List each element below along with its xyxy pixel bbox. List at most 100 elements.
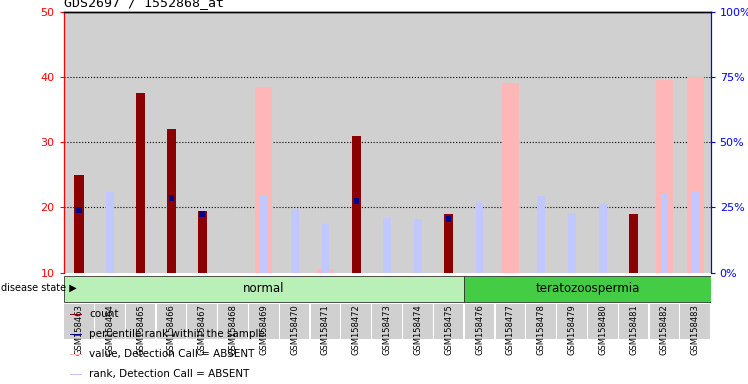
Text: GSM158467: GSM158467	[197, 304, 206, 355]
Text: value, Detection Call = ABSENT: value, Detection Call = ABSENT	[90, 349, 255, 359]
Bar	[70, 374, 82, 375]
Bar	[502, 83, 519, 273]
Bar	[125, 12, 156, 273]
Text: GSM158472: GSM158472	[352, 304, 361, 355]
Bar	[629, 214, 638, 273]
Bar	[64, 12, 94, 273]
Bar	[414, 219, 422, 273]
Bar	[167, 129, 176, 273]
Bar	[465, 304, 494, 339]
Bar	[200, 210, 205, 217]
Text: GSM158473: GSM158473	[382, 304, 392, 355]
Bar	[618, 12, 649, 273]
Bar	[588, 304, 618, 339]
Text: GSM158475: GSM158475	[444, 304, 453, 355]
Bar	[126, 304, 156, 339]
Bar	[587, 12, 618, 273]
Bar	[557, 304, 586, 339]
Bar	[495, 12, 526, 273]
Bar	[94, 12, 125, 273]
Text: GSM158476: GSM158476	[475, 304, 484, 355]
Bar	[619, 304, 649, 339]
Bar	[70, 334, 82, 335]
Bar	[74, 175, 84, 273]
Text: count: count	[90, 310, 119, 319]
Bar	[649, 304, 679, 339]
Bar	[527, 304, 556, 339]
Bar	[136, 93, 145, 273]
Bar	[434, 304, 464, 339]
Bar	[433, 12, 464, 273]
Bar	[249, 304, 279, 339]
Bar	[660, 194, 668, 273]
Bar	[402, 12, 433, 273]
Bar	[279, 12, 310, 273]
Bar	[156, 304, 186, 339]
Bar	[568, 213, 576, 273]
Bar	[291, 209, 298, 273]
Text: GSM158466: GSM158466	[167, 304, 176, 355]
Bar	[255, 87, 272, 273]
Bar	[342, 304, 371, 339]
Text: GDS2697 / 1552868_at: GDS2697 / 1552868_at	[64, 0, 224, 9]
Bar	[464, 12, 495, 273]
Bar	[446, 216, 452, 222]
Bar	[537, 195, 545, 273]
Text: GSM158478: GSM158478	[536, 304, 545, 355]
Bar	[495, 304, 525, 339]
Bar	[383, 218, 391, 273]
Text: GSM158468: GSM158468	[229, 304, 238, 355]
Text: GSM158480: GSM158480	[598, 304, 607, 355]
Bar	[218, 304, 248, 339]
Bar	[188, 304, 217, 339]
Bar	[680, 12, 711, 273]
Text: GSM158464: GSM158464	[105, 304, 114, 355]
Text: GSM158483: GSM158483	[690, 304, 699, 355]
Bar	[630, 220, 637, 273]
Bar	[64, 276, 464, 302]
Bar	[197, 210, 207, 273]
Bar	[681, 304, 710, 339]
Bar	[198, 233, 206, 273]
Text: GSM158471: GSM158471	[321, 304, 330, 355]
Bar	[322, 224, 329, 273]
Bar	[599, 204, 607, 273]
Bar	[70, 314, 82, 315]
Text: GSM158481: GSM158481	[629, 304, 638, 355]
Text: GSM158479: GSM158479	[568, 304, 577, 355]
Bar	[691, 192, 699, 273]
Bar	[352, 136, 361, 273]
Bar	[372, 12, 402, 273]
Text: teratozoospermia: teratozoospermia	[535, 282, 640, 295]
Text: GSM158465: GSM158465	[136, 304, 145, 355]
Bar	[403, 304, 432, 339]
Bar	[649, 12, 680, 273]
Bar	[476, 202, 483, 273]
Bar	[64, 304, 94, 339]
Bar	[310, 304, 340, 339]
Bar	[557, 12, 587, 273]
Text: disease state ▶: disease state ▶	[1, 283, 77, 293]
Bar	[70, 354, 82, 355]
Bar	[187, 12, 218, 273]
Text: GSM158469: GSM158469	[260, 304, 269, 355]
Bar	[373, 304, 402, 339]
Text: rank, Detection Call = ABSENT: rank, Detection Call = ABSENT	[90, 369, 250, 379]
Bar	[168, 195, 174, 202]
Text: GSM158474: GSM158474	[414, 304, 423, 355]
Bar	[464, 276, 711, 302]
Bar	[687, 77, 704, 273]
Text: GSM158477: GSM158477	[506, 304, 515, 355]
Bar	[260, 195, 268, 273]
Text: normal: normal	[243, 282, 284, 295]
Bar	[76, 207, 82, 213]
Bar	[444, 214, 453, 273]
Text: percentile rank within the sample: percentile rank within the sample	[90, 329, 266, 339]
Text: GSM158463: GSM158463	[75, 304, 84, 355]
Bar	[310, 12, 341, 273]
Bar	[526, 12, 557, 273]
Bar	[106, 192, 114, 273]
Bar	[354, 197, 359, 204]
Bar	[248, 12, 279, 273]
Bar	[656, 80, 673, 273]
